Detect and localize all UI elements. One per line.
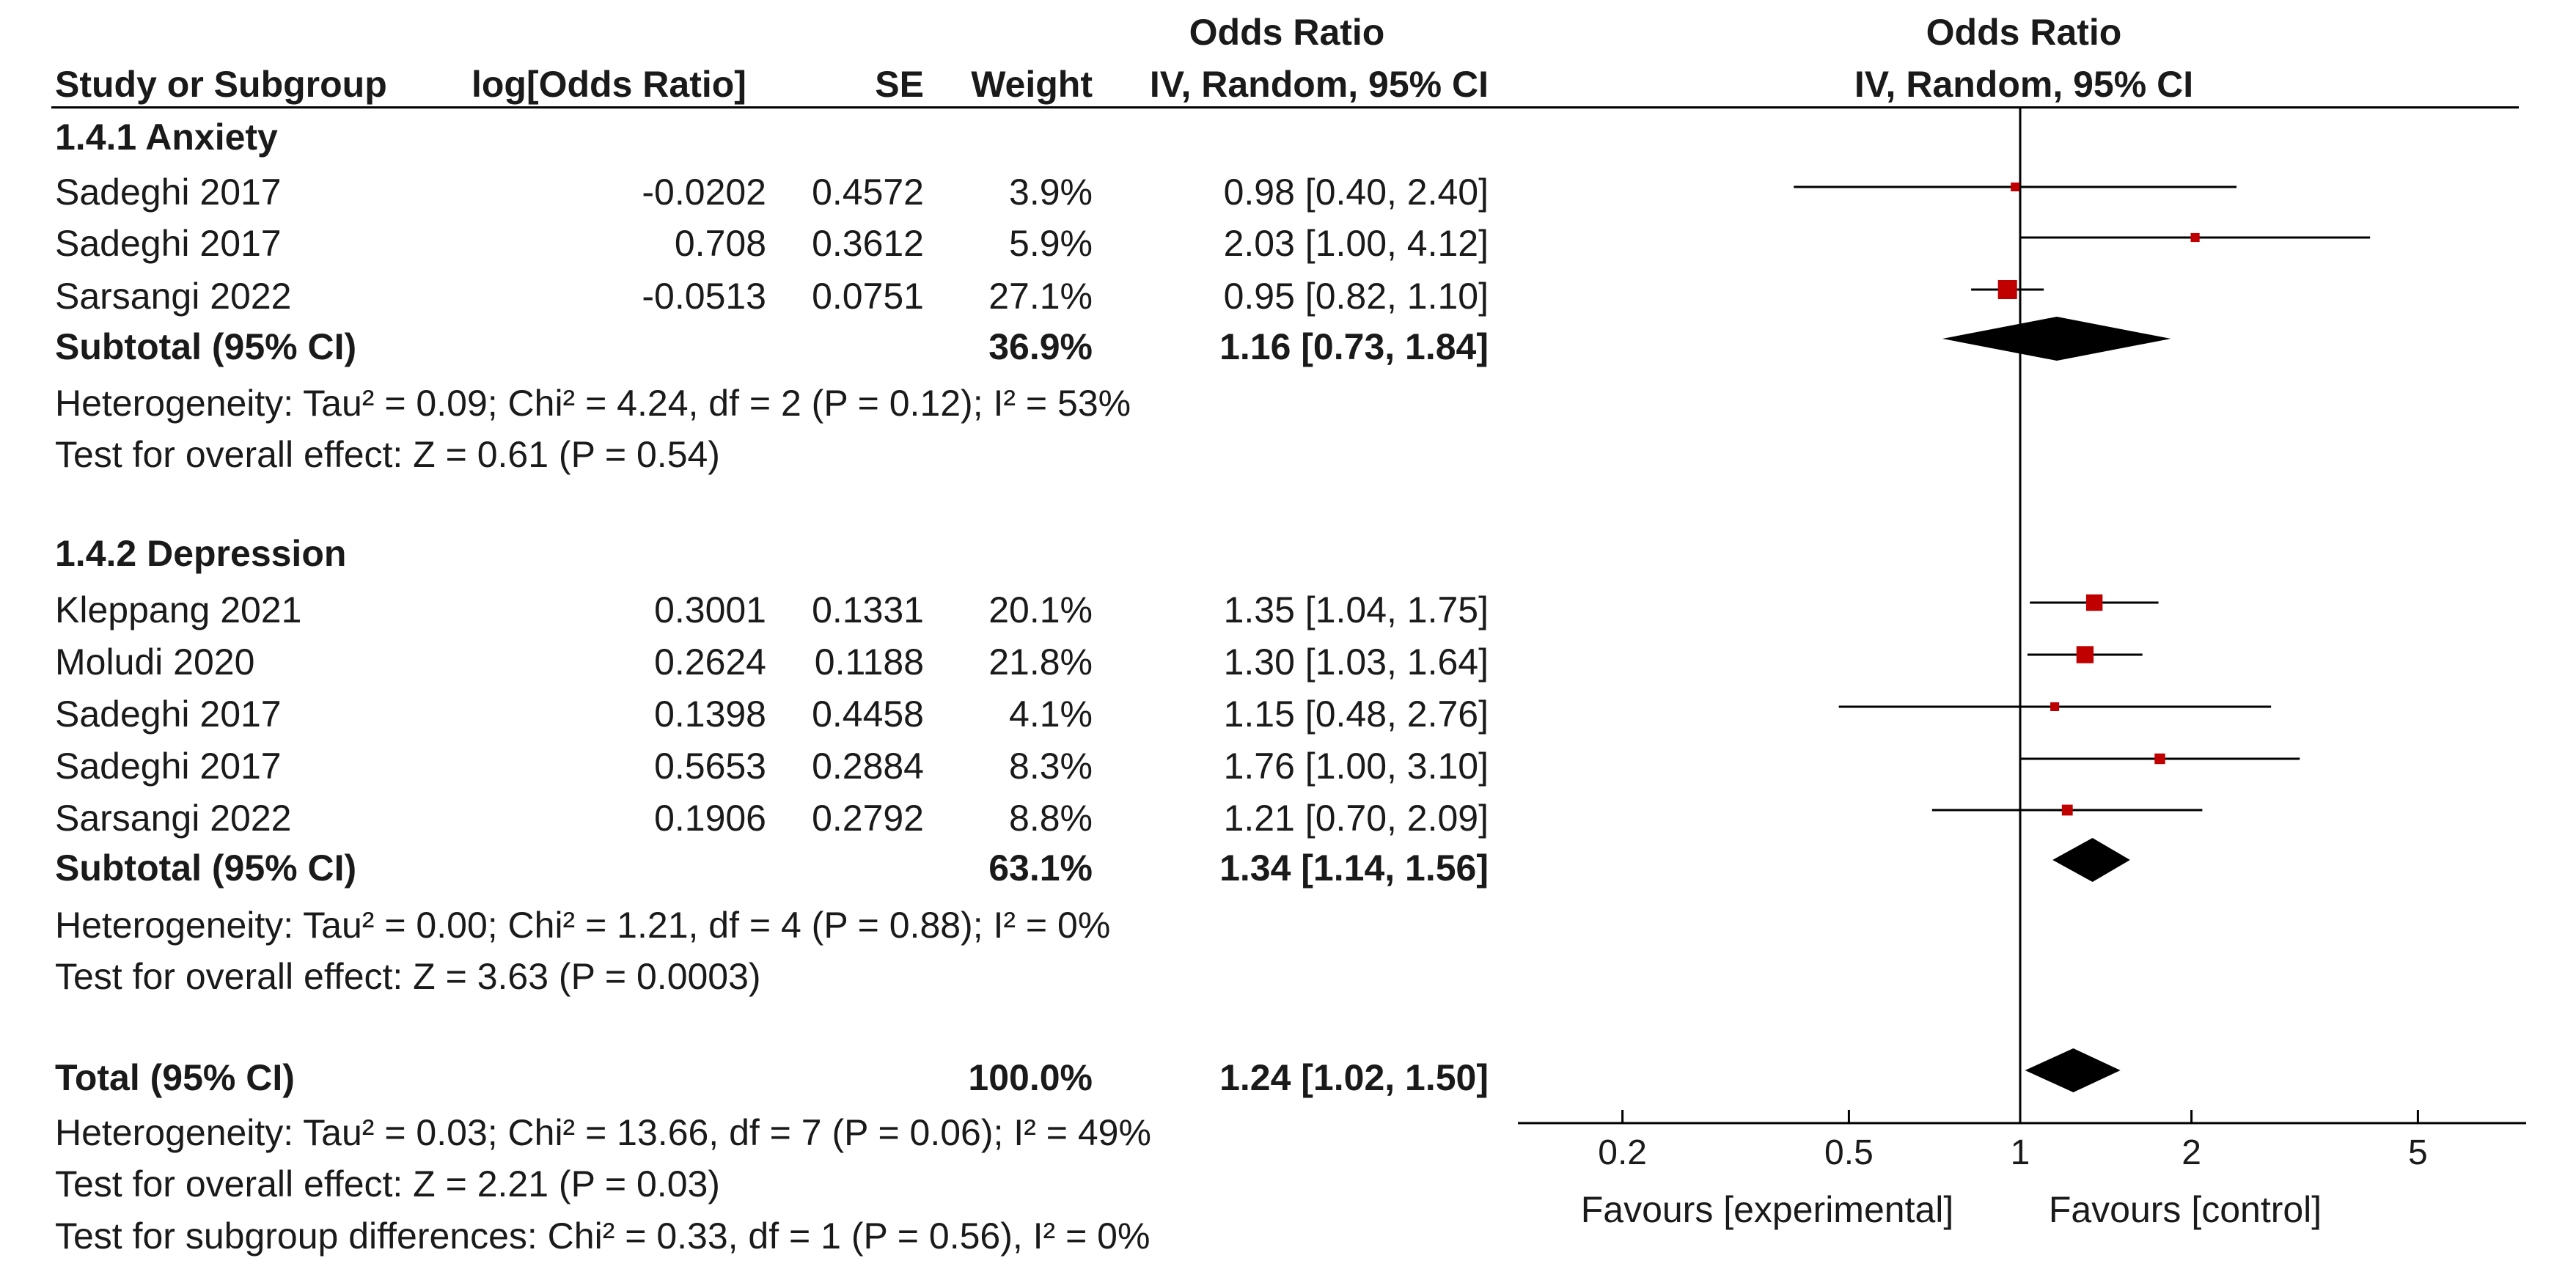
heterogeneity-text: Heterogeneity: Tau² = 0.00; Chi² = 1.21,…: [55, 905, 1111, 946]
ci-value: 1.21 [0.70, 2.09]: [1223, 798, 1489, 839]
x-axis-tick-label: 5: [2408, 1133, 2428, 1172]
log-or-value: 0.708: [674, 223, 766, 264]
effect-size-marker: [2154, 753, 2165, 765]
study-name: Sadeghi 2017: [55, 172, 282, 213]
log-or-value: -0.0513: [642, 276, 766, 317]
log-or-header: log[Odds Ratio]: [471, 64, 746, 105]
effect-size-marker: [2050, 702, 2060, 711]
se-value: 0.1331: [812, 589, 924, 630]
subtotal-weight: 63.1%: [988, 847, 1093, 889]
se-value: 0.4458: [812, 694, 924, 735]
se-value: 0.3612: [812, 223, 924, 264]
subtotal-label: Subtotal (95% CI): [55, 847, 357, 889]
subgroup-differences-text: Test for subgroup differences: Chi² = 0.…: [55, 1215, 1151, 1257]
summary-diamond: [2052, 838, 2130, 882]
summary-diamond: [1942, 317, 2171, 361]
ci-value: 1.76 [1.00, 3.10]: [1223, 746, 1489, 787]
se-value: 0.2884: [812, 746, 924, 787]
heterogeneity-text: Heterogeneity: Tau² = 0.09; Chi² = 4.24,…: [55, 383, 1131, 424]
total-label: Total (95% CI): [55, 1057, 295, 1098]
summary-diamond: [2025, 1048, 2121, 1092]
subtotal-weight: 36.9%: [988, 326, 1093, 367]
se-value: 0.2792: [812, 798, 924, 839]
ci-value: 1.30 [1.03, 1.64]: [1223, 641, 1489, 683]
weight-value: 4.1%: [1009, 694, 1093, 735]
weight-header: Weight: [971, 64, 1093, 105]
log-or-value: -0.0202: [642, 172, 766, 213]
se-value: 0.1188: [814, 641, 924, 683]
favours-experimental-label: Favours [experimental]: [1580, 1189, 1954, 1230]
log-or-value: 0.5653: [654, 746, 766, 787]
study-name: Sadeghi 2017: [55, 694, 282, 735]
total-ci: 1.24 [1.02, 1.50]: [1219, 1057, 1489, 1098]
log-or-value: 0.2624: [654, 641, 766, 683]
study-header: Study or Subgroup: [55, 64, 387, 105]
se-header: SE: [875, 64, 924, 105]
overall-effect-text: Test for overall effect: Z = 3.63 (P = 0…: [55, 956, 761, 997]
log-or-value: 0.1906: [654, 798, 766, 839]
group-title-depression: 1.4.2 Depression: [55, 533, 347, 574]
favours-control-label: Favours [control]: [2048, 1189, 2322, 1230]
log-or-value: 0.1398: [654, 694, 766, 735]
effect-size-marker: [2061, 804, 2073, 816]
study-name: Moludi 2020: [55, 641, 255, 683]
ci-value: 1.35 [1.04, 1.75]: [1223, 589, 1489, 630]
plot-header-bottom: IV, Random, 95% CI: [1854, 64, 2194, 105]
x-axis-tick-label: 1: [2011, 1133, 2030, 1172]
header-divider: [51, 106, 2519, 108]
study-name: Sarsangi 2022: [55, 798, 292, 839]
effect-size-marker: [1997, 279, 2017, 300]
se-value: 0.0751: [812, 276, 924, 317]
weight-value: 8.3%: [1009, 746, 1093, 787]
effect-size-marker: [2190, 232, 2200, 243]
x-axis-tick-label: 2: [2181, 1133, 2201, 1172]
study-name: Sadeghi 2017: [55, 223, 282, 264]
total-weight: 100.0%: [968, 1057, 1093, 1098]
overall-effect-text: Test for overall effect: Z = 0.61 (P = 0…: [55, 434, 720, 475]
plot-header-top: Odds Ratio: [1926, 12, 2122, 53]
weight-value: 27.1%: [988, 276, 1093, 317]
x-axis-tick-label: 0.2: [1598, 1133, 1647, 1172]
group-title-anxiety: 1.4.1 Anxiety: [55, 117, 278, 158]
weight-value: 21.8%: [988, 641, 1093, 683]
log-or-value: 0.3001: [654, 589, 766, 630]
total-overall-effect-text: Test for overall effect: Z = 2.21 (P = 0…: [55, 1163, 720, 1204]
subtotal-ci: 1.34 [1.14, 1.56]: [1219, 847, 1489, 889]
ci-value: 1.15 [0.48, 2.76]: [1223, 694, 1489, 735]
ci-value: 0.98 [0.40, 2.40]: [1223, 172, 1489, 213]
x-axis-tick-label: 0.5: [1824, 1133, 1874, 1172]
weight-value: 20.1%: [988, 589, 1093, 630]
or-header-bottom: IV, Random, 95% CI: [1149, 64, 1489, 105]
effect-size-marker: [2076, 646, 2094, 663]
total-heterogeneity-text: Heterogeneity: Tau² = 0.03; Chi² = 13.66…: [55, 1112, 1151, 1153]
study-name: Sarsangi 2022: [55, 276, 292, 317]
weight-value: 8.8%: [1009, 798, 1093, 839]
ci-value: 2.03 [1.00, 4.12]: [1223, 223, 1489, 264]
effect-size-marker: [2085, 594, 2103, 611]
study-name: Sadeghi 2017: [55, 746, 282, 787]
weight-value: 3.9%: [1009, 172, 1093, 213]
or-header-top: Odds Ratio: [1189, 12, 1385, 53]
weight-value: 5.9%: [1009, 223, 1093, 264]
subtotal-ci: 1.16 [0.73, 1.84]: [1219, 326, 1489, 367]
study-name: Kleppang 2021: [55, 589, 302, 630]
se-value: 0.4572: [812, 172, 924, 213]
subtotal-label: Subtotal (95% CI): [55, 326, 357, 367]
effect-size-marker: [2011, 183, 2020, 191]
ci-value: 0.95 [0.82, 1.10]: [1223, 276, 1489, 317]
